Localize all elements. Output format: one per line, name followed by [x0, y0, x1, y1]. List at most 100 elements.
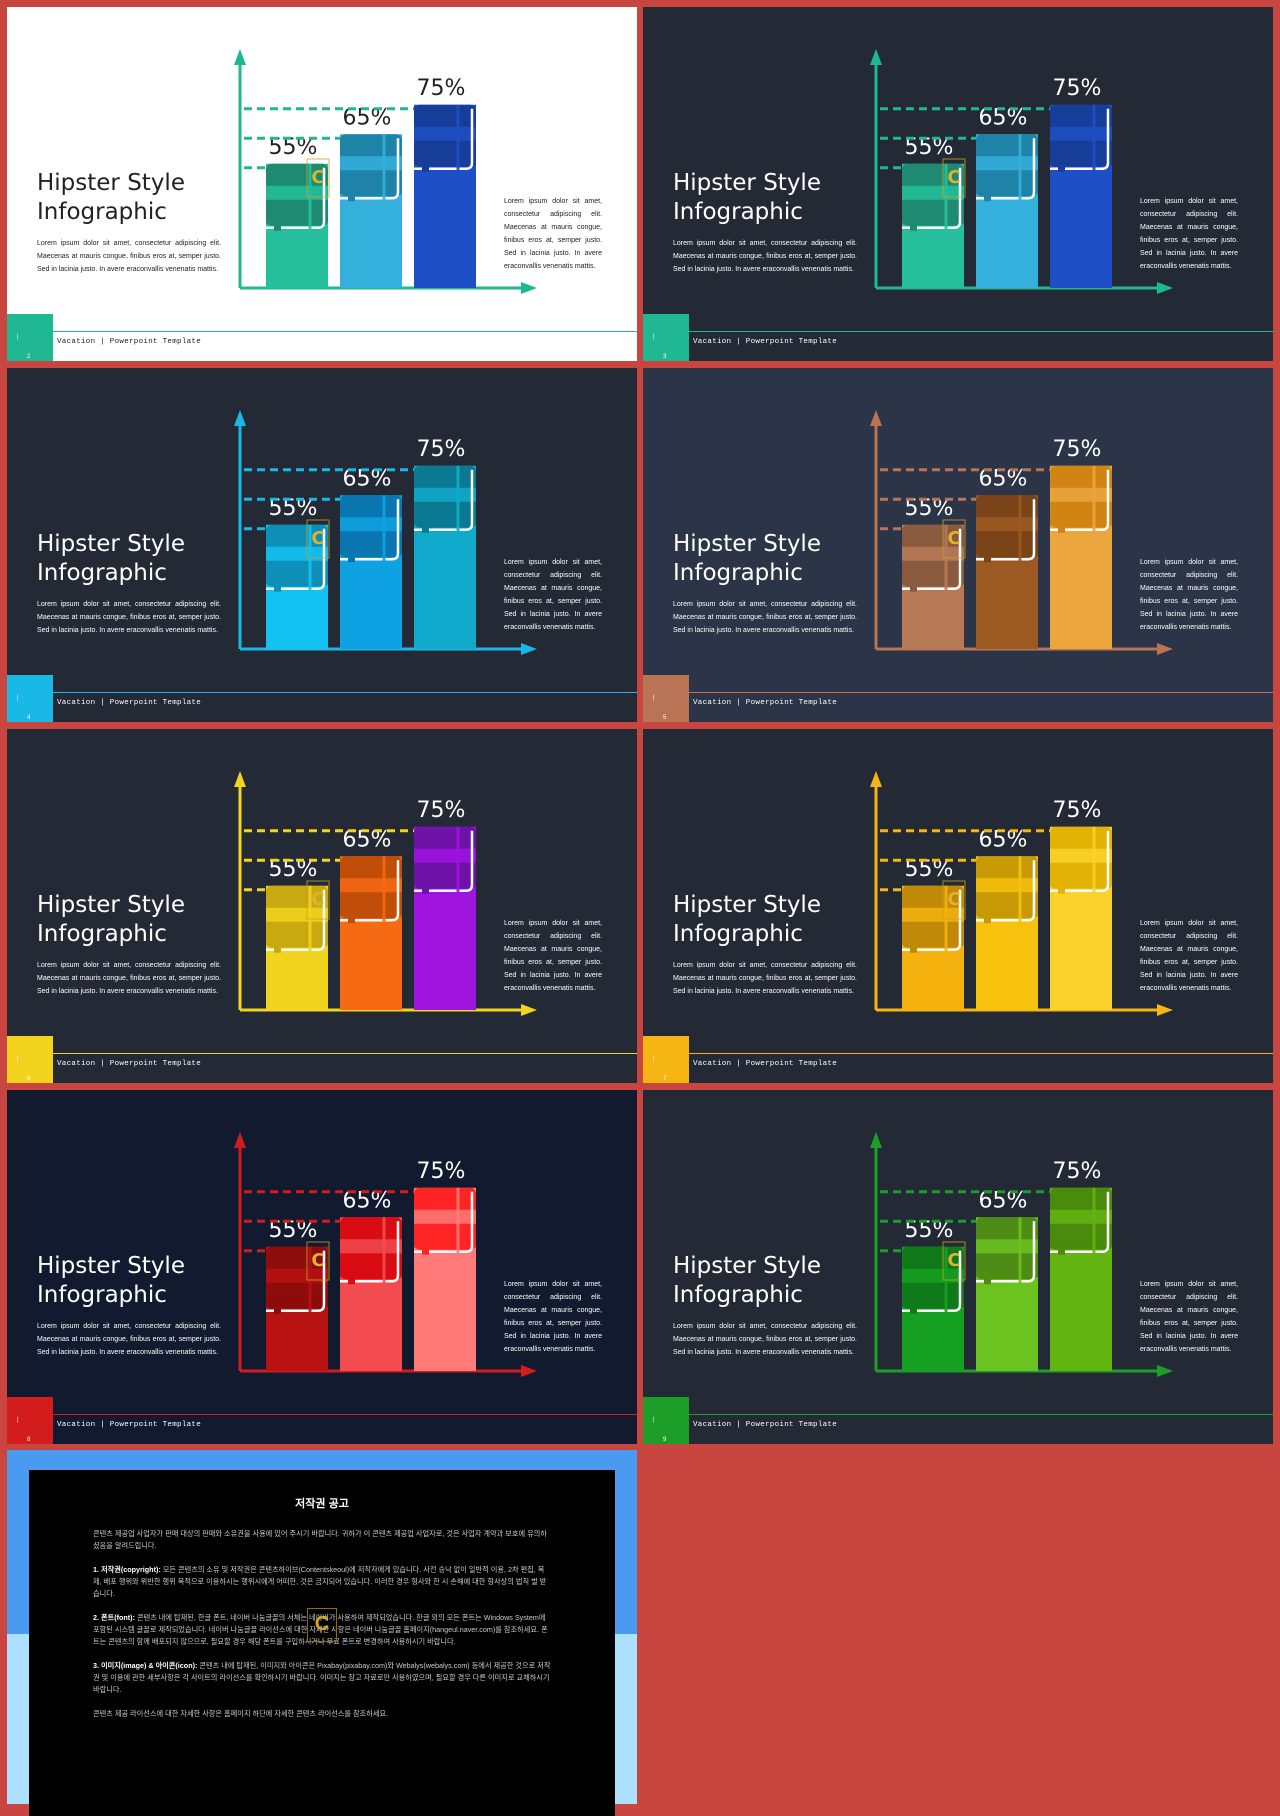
slide-side-text: Lorem ipsum dolor sit amet, consectetur …	[504, 559, 602, 631]
bar-band	[414, 1237, 476, 1248]
bar-page-edge	[266, 889, 326, 951]
bar-page-edge	[976, 1221, 1036, 1283]
bar-value-label: 75%	[1053, 76, 1102, 101]
y-axis-arrow	[870, 49, 882, 65]
bar-marker	[422, 164, 429, 172]
footer-divider	[53, 692, 637, 693]
slide-3: Hipster Style Infographic Lorem ipsum do…	[643, 7, 1273, 361]
bar-page-edge	[340, 138, 400, 200]
bar-chart: 55%65%75%C	[870, 1132, 1173, 1377]
slide-side-text: Lorem ipsum dolor sit amet, consectetur …	[504, 920, 602, 992]
bar-band	[340, 517, 402, 532]
bar-band	[976, 1239, 1038, 1254]
watermark-glyph: C	[947, 1250, 960, 1271]
bar-value-label: 75%	[1053, 1159, 1102, 1184]
slide-title-line2: Infographic	[37, 560, 167, 586]
bar-marker	[422, 525, 429, 533]
bar-marker	[1058, 886, 1065, 894]
slide-9: Hipster Style Infographic Lorem ipsum do…	[643, 1090, 1273, 1444]
bar-band	[414, 154, 476, 165]
bar-band	[1050, 1209, 1112, 1224]
footer-text: Vacation | Powerpoint Template	[693, 1060, 838, 1068]
watermark-logo	[306, 1241, 330, 1281]
slide-title: Hipster Style Infographic	[673, 530, 863, 588]
page-number-box: | 5	[643, 675, 689, 722]
copyright-notice-panel: 저작권 공고 콘텐츠 제공업 사업자가 판매 대상의 판매와 소유권을 사용에 …	[29, 1470, 615, 1816]
slide-title: Hipster Style Infographic	[673, 169, 863, 227]
page-number-box: | 9	[643, 1397, 689, 1444]
x-axis-arrow	[521, 1004, 537, 1016]
bar-marker	[274, 1306, 281, 1314]
slide-title-line2: Infographic	[673, 921, 803, 947]
bar-marker	[348, 916, 355, 924]
notice-copyright-text: 모든 콘텐츠의 소유 및 저작권은 콘텐츠하이브(Contentskeoul)에…	[93, 1565, 547, 1598]
bar-page-edge	[266, 528, 326, 590]
bar-band	[1050, 487, 1112, 502]
bar-band	[266, 213, 328, 224]
page-number: 7	[663, 1076, 668, 1082]
watermark-logo	[306, 880, 330, 920]
bar-marker	[910, 1306, 917, 1314]
bar-chart: 55%65%75%C	[870, 49, 1173, 294]
watermark-logo	[942, 158, 966, 198]
bar-band	[902, 546, 964, 561]
bar-band	[340, 878, 402, 893]
bar-band	[414, 876, 476, 887]
bar-band	[1050, 515, 1112, 526]
bar-band	[976, 906, 1038, 917]
slide-description: Lorem ipsum dolor sit amet, consectetur …	[37, 1323, 221, 1356]
page-number-box: | 2	[7, 314, 53, 361]
bar-band	[976, 545, 1038, 556]
bar-page-edge	[1050, 1191, 1110, 1253]
slide-title: Hipster Style Infographic	[673, 891, 863, 949]
bar-band	[414, 848, 476, 863]
x-axis-arrow	[1157, 282, 1173, 294]
slide-description: Lorem ipsum dolor sit amet, consectetur …	[673, 1323, 857, 1356]
watermark-logo	[942, 519, 966, 559]
page-number: 4	[27, 715, 32, 721]
y-axis-arrow	[234, 771, 246, 787]
bar-band	[266, 1268, 328, 1283]
x-axis-arrow	[521, 1365, 537, 1377]
bar-page-edge	[976, 860, 1036, 922]
slide-title-line1: Hipster Style	[37, 892, 185, 918]
bar-band	[1050, 154, 1112, 165]
bar-marker	[910, 945, 917, 953]
slide-6: Hipster Style Infographic Lorem ipsum do…	[7, 729, 637, 1083]
watermark-logo	[306, 519, 330, 559]
watermark-logo	[306, 158, 330, 198]
bar-page-edge	[340, 1221, 400, 1283]
bar-value-label: 75%	[417, 798, 466, 823]
notice-copyright: 1. 저작권(copyright): 모든 콘텐츠의 소유 및 저작권은 콘텐츠…	[93, 1564, 551, 1600]
slide-title-line1: Hipster Style	[673, 892, 821, 918]
watermark-glyph: C	[947, 167, 960, 188]
bar-value-label: 75%	[417, 437, 466, 462]
bar-band	[340, 1239, 402, 1254]
bar-marker	[422, 1247, 429, 1255]
x-axis-arrow	[1157, 1365, 1173, 1377]
footer-divider	[53, 331, 637, 332]
slide-title-line2: Infographic	[37, 1282, 167, 1308]
page-number: 6	[27, 1076, 32, 1082]
footer-text: Vacation | Powerpoint Template	[693, 338, 838, 346]
bar-chart: 55%65%75%C	[870, 771, 1173, 1016]
slide-description: Lorem ipsum dolor sit amet, consectetur …	[673, 240, 857, 273]
x-axis-arrow	[521, 282, 537, 294]
bar-band	[340, 1267, 402, 1278]
footer-text: Vacation | Powerpoint Template	[57, 1060, 202, 1068]
bar-page-edge	[414, 108, 474, 170]
bar-band	[902, 213, 964, 224]
bar-marker	[910, 223, 917, 231]
bar-page-edge	[266, 167, 326, 229]
slide-title-line2: Infographic	[37, 199, 167, 225]
bar-marker	[984, 916, 991, 924]
bar-page-edge	[414, 469, 474, 531]
x-axis-arrow	[1157, 1004, 1173, 1016]
footer-divider	[689, 331, 1273, 332]
slide-title-line2: Infographic	[37, 921, 167, 947]
bar-marker	[984, 194, 991, 202]
bar-band	[266, 935, 328, 946]
bar-marker	[984, 1277, 991, 1285]
page-number: 5	[663, 715, 668, 721]
slide-title-line1: Hipster Style	[673, 531, 821, 557]
